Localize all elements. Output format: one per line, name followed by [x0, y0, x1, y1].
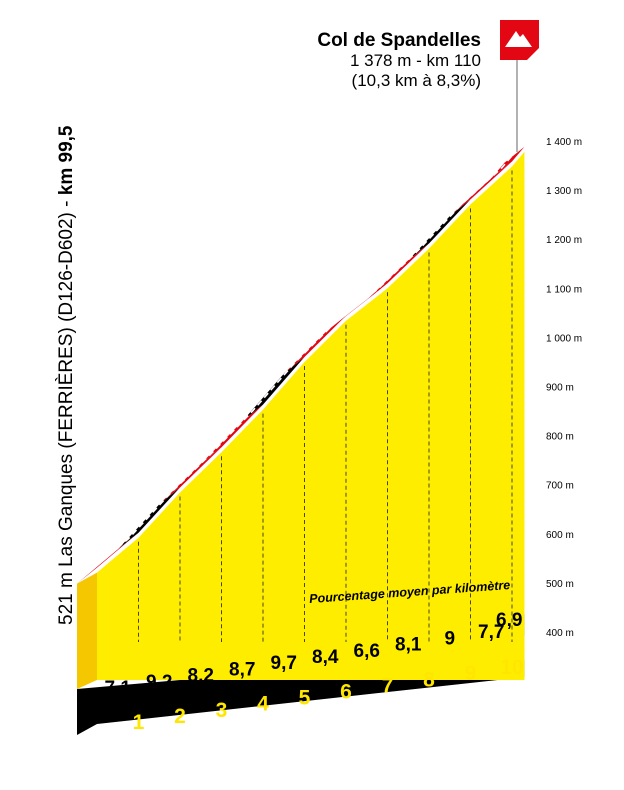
gradient-label: 9,7 — [271, 653, 297, 674]
summit-name: Col de Spandelles — [317, 30, 481, 51]
elevation-tick-label: 1 200 m — [546, 235, 582, 246]
profile-side-face — [77, 572, 97, 689]
km-slice — [138, 492, 180, 680]
km-label: 1 — [133, 711, 145, 734]
km-slice — [429, 204, 471, 681]
gradient-label: 7,1 — [105, 678, 132, 699]
gradient-label: 6,9 — [496, 610, 522, 631]
road-band-segment — [160, 447, 222, 504]
summit-flag — [500, 20, 539, 152]
gradient-label: 6,6 — [354, 641, 380, 662]
elevation-tick-label: 900 m — [546, 383, 574, 394]
elevation-tick-label: 500 m — [546, 579, 574, 590]
km-slice — [97, 537, 139, 680]
km-label: 8 — [423, 668, 435, 691]
km-slice — [180, 452, 222, 680]
km-label: 9 — [465, 662, 477, 685]
km-slices — [97, 151, 525, 681]
road-center-line — [86, 152, 516, 575]
km-label: 7 — [382, 674, 394, 697]
gradient-label: 7,7 — [478, 622, 504, 643]
gradient-label: 8,7 — [229, 659, 255, 680]
road-band-segment — [367, 243, 429, 300]
km-label: 10 — [500, 656, 523, 679]
gradient-label: 9,2 — [146, 672, 172, 693]
elevation-tick-label: 800 m — [546, 432, 574, 443]
elevation-tick-label: 1 300 m — [546, 186, 582, 197]
elevation-tick-label: 600 m — [546, 530, 574, 541]
km-slice — [263, 361, 305, 680]
elevation-tick-label: 1 000 m — [546, 333, 582, 344]
km-dividers — [138, 170, 513, 642]
elevation-tick-label: 1 400 m — [546, 137, 582, 148]
elevation-tick-label: 700 m — [546, 481, 574, 492]
gradient-label: 8,1 — [395, 635, 422, 656]
road-band-segment — [77, 532, 139, 584]
km-label: 5 — [299, 687, 311, 710]
start-label: 521 m Las Ganques (FERRIÈRES) (D126-D602… — [56, 125, 77, 625]
elevation-tick-label: 1 100 m — [546, 284, 582, 295]
km-slice — [470, 166, 512, 681]
gradient-labels: 7,1 9,2 8,2 8,7 9,7 8,4 6,6 8,1 9 7,76,9 — [105, 610, 523, 699]
elevation-tick-label: 400 m — [546, 628, 574, 639]
km-slice — [304, 320, 346, 680]
km-slice — [387, 248, 429, 681]
center-dash — [86, 152, 516, 575]
mountain-icon — [505, 31, 532, 47]
gradient-label: 8,2 — [188, 666, 214, 687]
km-label: 2 — [174, 705, 186, 728]
road-band-segment — [450, 161, 512, 216]
road-band-segment — [492, 146, 525, 178]
summit-altitude-km: 1 378 m - km 110 — [350, 51, 481, 70]
gradient-label: 8,4 — [312, 647, 339, 668]
summit-length-gradient: (10,3 km à 8,3%) — [352, 71, 481, 90]
km-slice — [346, 288, 388, 680]
elevation-ticks: 400 m 500 m 600 m 700 m 800 m 900 m 1 000 m 1 1… — [546, 137, 582, 639]
km-labels: 1 2 3 4 5 6 7 8 9 10 — [133, 656, 524, 734]
km-label: 6 — [340, 681, 352, 704]
gradient-label: 9 — [444, 628, 455, 649]
start-km: km 99,5 — [56, 125, 77, 195]
km-slice — [221, 409, 263, 680]
km-label: 4 — [257, 693, 269, 716]
km-slice — [512, 151, 525, 680]
km-label: 3 — [216, 699, 228, 722]
start-place: 521 m Las Ganques (FERRIÈRES) (D126-D602… — [56, 195, 77, 625]
